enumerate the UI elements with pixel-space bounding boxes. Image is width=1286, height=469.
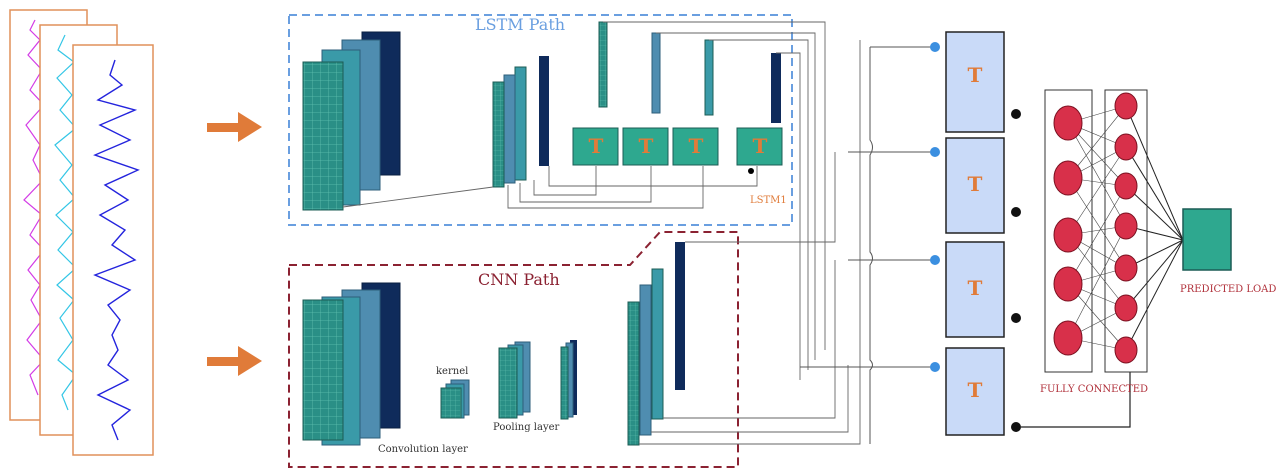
predicted-load-node — [1182, 208, 1232, 271]
signal-waveform-magenta — [23, 19, 45, 396]
fully-connected-label: FULLY CONNECTED — [1040, 384, 1148, 395]
fc-neuron-2-3 — [1114, 172, 1138, 200]
lstm-connections — [342, 21, 826, 380]
signal-panel-3 — [72, 44, 154, 456]
t-block-1-output-dot — [1011, 109, 1021, 119]
lstm-cell-3-label: T — [689, 134, 704, 158]
input-signal-stack — [9, 9, 154, 456]
lstm-cell-output-dot — [748, 168, 754, 174]
t-block-4-label: T — [968, 378, 983, 402]
t-block-1: T — [930, 31, 1021, 133]
fc-neuron-2-5 — [1114, 254, 1138, 282]
fc-neuron-1-4 — [1053, 266, 1083, 302]
kernel-label: kernel — [436, 366, 468, 377]
lstm-bar-2 — [651, 32, 661, 114]
signal-waveform-cyan — [54, 34, 77, 411]
t-block-4-to-output-line — [1021, 370, 1131, 428]
lstm-path-title: LSTM Path — [475, 15, 565, 34]
fc-neuron-2-2 — [1114, 133, 1138, 161]
t-block-routing — [800, 46, 935, 444]
cnn-path-title: CNN Path — [478, 270, 560, 289]
signal-waveform-blue — [93, 59, 140, 441]
lstm-bar-3 — [704, 39, 714, 116]
t-block-3-output-dot — [1011, 313, 1021, 323]
t-block-3-input-dot — [930, 255, 940, 265]
t-block-1-input-dot — [930, 42, 940, 52]
cnn-connections — [639, 40, 861, 445]
arrow-to-lstm — [207, 112, 262, 142]
t-block-3-label: T — [968, 276, 983, 300]
convolution-layer-label: Convolution layer — [378, 444, 468, 455]
lstm-cell-1-label: T — [589, 134, 604, 158]
t-block-1-label: T — [968, 63, 983, 87]
lstm-bar-1 — [598, 21, 608, 108]
pooling-layer-block — [498, 341, 531, 419]
lstm-cell-2: T — [622, 127, 669, 166]
fc-neuron-1-1 — [1053, 105, 1083, 141]
kernel-block — [440, 379, 470, 419]
t-block-2-output-dot — [1011, 207, 1021, 217]
cnn-output-stack — [627, 242, 685, 446]
lstm-cell-2-label: T — [639, 134, 654, 158]
t-block-3: T — [930, 241, 1021, 338]
fc-neuron-1-2 — [1053, 160, 1083, 196]
lstm1-label: LSTM1 — [750, 195, 787, 206]
lstm-cell-4: T — [736, 127, 783, 166]
fc-neuron-2-4 — [1114, 212, 1138, 240]
fully-connected-layer — [1044, 89, 1184, 373]
lstm-bar-4 — [771, 53, 781, 123]
fc-neuron-2-1 — [1114, 92, 1138, 120]
lstm-cell-1: T — [572, 127, 619, 166]
t-block-4-output-dot — [1011, 422, 1021, 432]
lstm-input-tensor — [302, 31, 401, 211]
fc-neuron-1-5 — [1053, 320, 1083, 356]
t-block-4: T — [930, 347, 1021, 436]
fc-neuron-2-6 — [1114, 294, 1138, 322]
lstm-path-box: LSTM Path LSTM1 — [288, 14, 793, 226]
arrow-to-cnn — [207, 346, 262, 376]
lstm-navy-bar — [539, 56, 549, 166]
cnn-path-box: CNN Path — [288, 231, 739, 468]
t-block-2-label: T — [968, 172, 983, 196]
lstm-cell-4-label: T — [753, 134, 768, 158]
lstm-feature-stack — [492, 66, 527, 188]
predicted-load-label: PREDICTED LOAD — [1180, 284, 1276, 295]
fc-neuron-1-3 — [1053, 217, 1083, 253]
cnn-input-tensor — [302, 282, 401, 446]
cnn-small-stack — [560, 340, 577, 420]
lstm-cell-3: T — [672, 127, 719, 166]
pooling-layer-label: Pooling layer — [493, 422, 560, 433]
t-block-4-input-dot — [930, 362, 940, 372]
fc-neuron-2-7 — [1114, 336, 1138, 364]
t-block-2-input-dot — [930, 147, 940, 157]
t-block-2: T — [930, 137, 1021, 234]
